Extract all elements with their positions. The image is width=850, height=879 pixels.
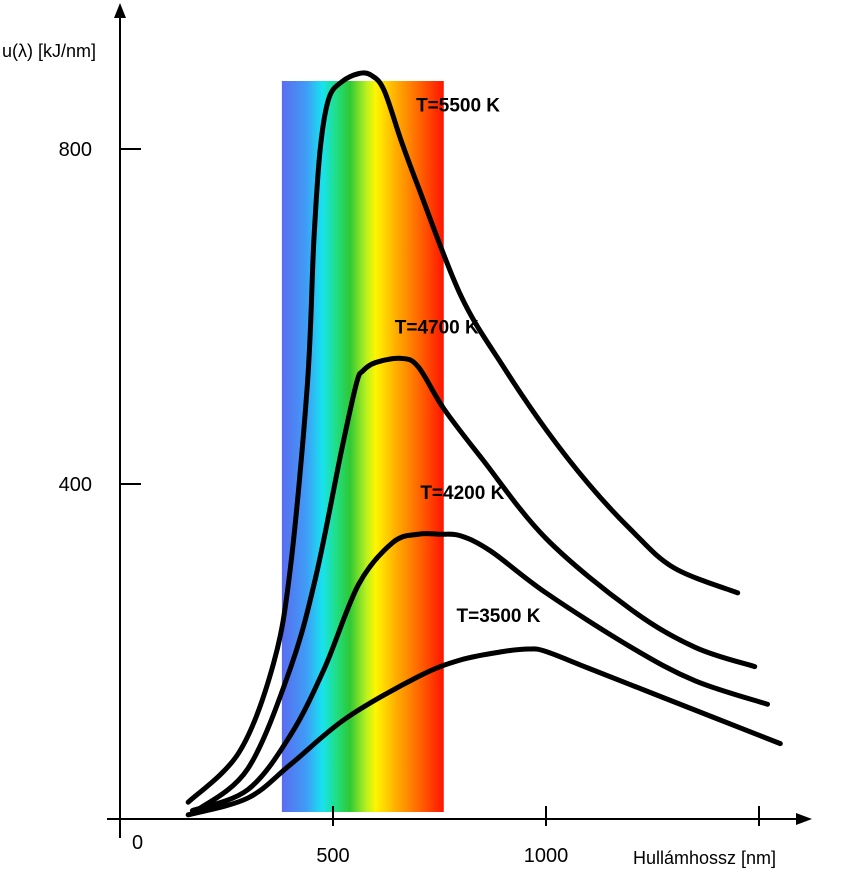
series-label-1: T=4700 K (395, 317, 479, 338)
x-axis-title: Hullámhossz [nm] (633, 848, 776, 868)
x-axis-arrow (796, 813, 812, 825)
origin-label: 0 (132, 832, 143, 854)
y-axis-arrow (114, 3, 126, 18)
series-label-0: T=5500 K (416, 95, 500, 116)
series-curve-0 (185, 70, 741, 805)
curves-layer (185, 70, 783, 818)
series-curve-3 (185, 646, 783, 818)
axes-layer (107, 3, 812, 838)
x-tick-label-1: 1000 (524, 845, 569, 867)
ticks-layer: 500 1000 400 800 (59, 139, 760, 867)
x-tick-label-0: 500 (316, 845, 349, 867)
visible-spectrum-band (281, 81, 444, 812)
series-labels-layer: T=5500 K T=4700 K T=4200 K T=3500 K (395, 95, 541, 627)
y-tick-label-0: 400 (59, 474, 92, 496)
series-label-3: T=3500 K (457, 606, 541, 627)
y-tick-label-1: 800 (59, 139, 92, 161)
series-curve-1 (194, 355, 758, 814)
series-label-2: T=4200 K (420, 483, 504, 504)
series-curve-2 (189, 531, 771, 814)
y-axis-title: u(λ) [kJ/nm] (2, 41, 96, 61)
